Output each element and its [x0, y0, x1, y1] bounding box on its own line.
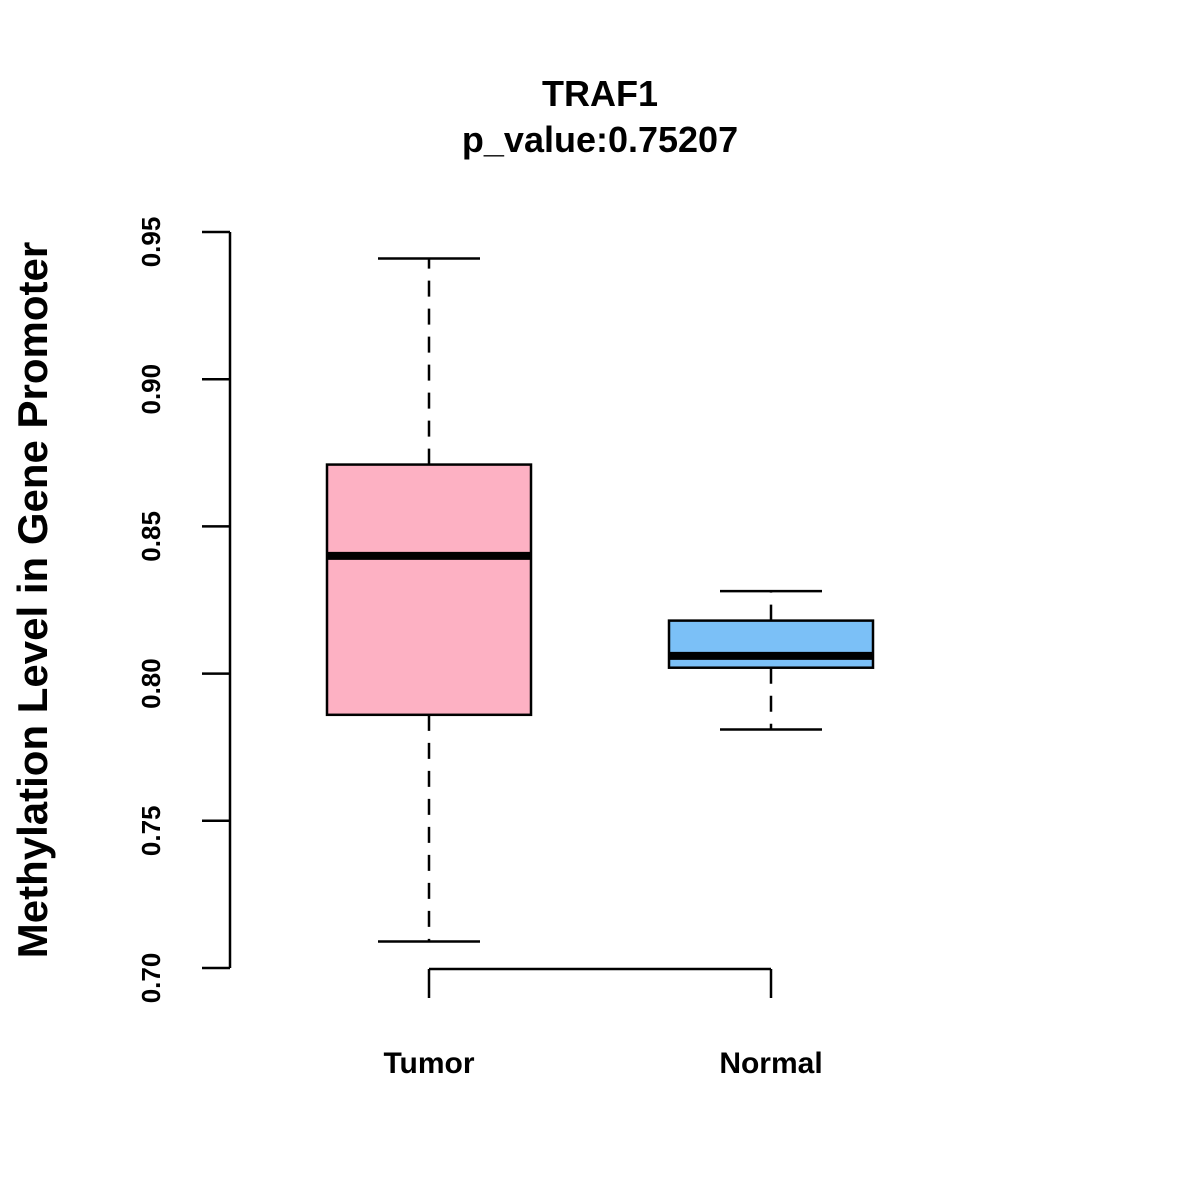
chart-subtitle: p_value:0.75207	[462, 119, 738, 160]
y-axis-label: Methylation Level in Gene Promoter	[9, 242, 56, 958]
y-tick-label: 0.85	[136, 511, 166, 562]
y-tick-label: 0.75	[136, 805, 166, 856]
x-tick-label: Tumor	[383, 1047, 474, 1080]
y-axis: 0.70 0.75 0.80 0.85 0.90 0.95	[136, 217, 232, 1004]
y-tick-label: 0.95	[136, 217, 166, 268]
iqr-box	[325, 463, 533, 717]
chart-title: TRAF1	[542, 73, 658, 114]
y-tick-label: 0.90	[136, 364, 166, 415]
x-axis: Tumor Normal	[383, 967, 823, 1080]
box-normal	[667, 589, 875, 731]
iqr-box	[667, 619, 875, 669]
x-tick-label: Normal	[719, 1047, 822, 1080]
y-tick-label: 0.70	[136, 953, 166, 1004]
boxes	[325, 257, 875, 943]
y-tick-label: 0.80	[136, 658, 166, 709]
box-tumor	[325, 257, 533, 943]
